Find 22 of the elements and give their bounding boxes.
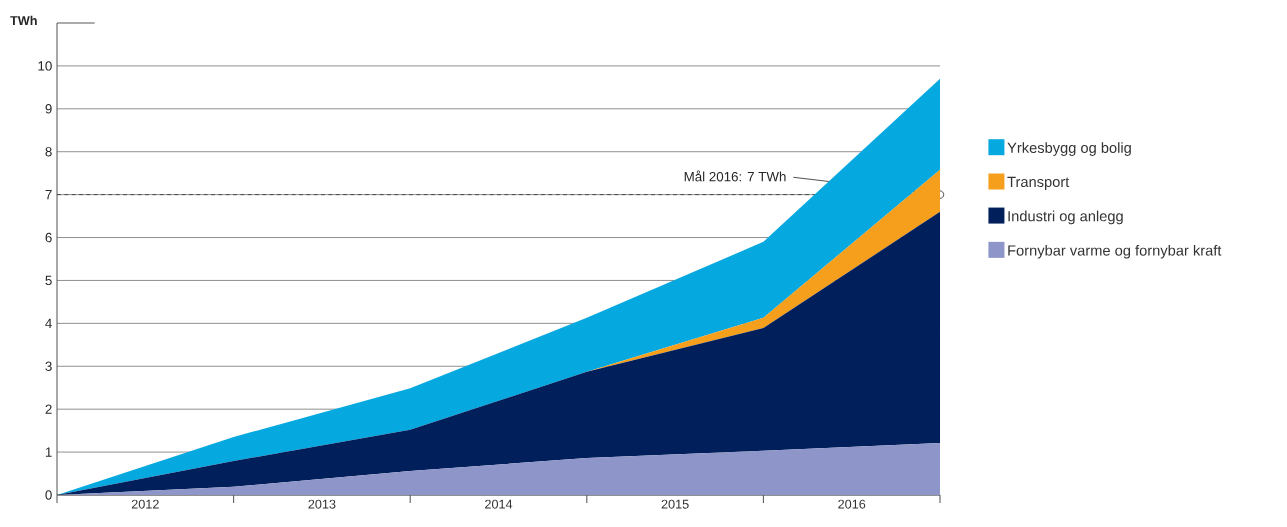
y-tick-label: 4 <box>45 318 52 328</box>
x-tick-label: 2015 <box>661 499 689 509</box>
x-tick-label: 2016 <box>838 499 866 509</box>
x-tick-label: 2014 <box>485 499 513 509</box>
y-tick-label: 0 <box>45 490 52 500</box>
y-tick-label: 5 <box>45 275 52 286</box>
y-tick-label: 3 <box>45 361 52 371</box>
x-tick-label: 2012 <box>131 499 159 509</box>
legend-label: Transport <box>1007 176 1070 190</box>
y-axis-title: TWh <box>10 15 37 25</box>
annotation: Mål 2016: 7 TWh <box>684 170 786 182</box>
y-tick-label: 9 <box>45 104 52 114</box>
y-tick-label: 1 <box>45 447 52 457</box>
y-tick-label: 7 <box>45 190 52 200</box>
y-tick-label: 10 <box>38 61 52 71</box>
y-tick-label: 6 <box>45 232 52 243</box>
legend-label: Fornybar varme og fornybar kraft <box>1008 244 1222 259</box>
x-tick-label: 2013 <box>308 499 336 509</box>
y-tick-label: 2 <box>45 404 52 414</box>
legend-label: Industri og anlegg <box>1008 210 1123 225</box>
legend-label: Yrkesbygg og bolig <box>1007 142 1131 156</box>
y-tick-label: 8 <box>45 147 52 157</box>
